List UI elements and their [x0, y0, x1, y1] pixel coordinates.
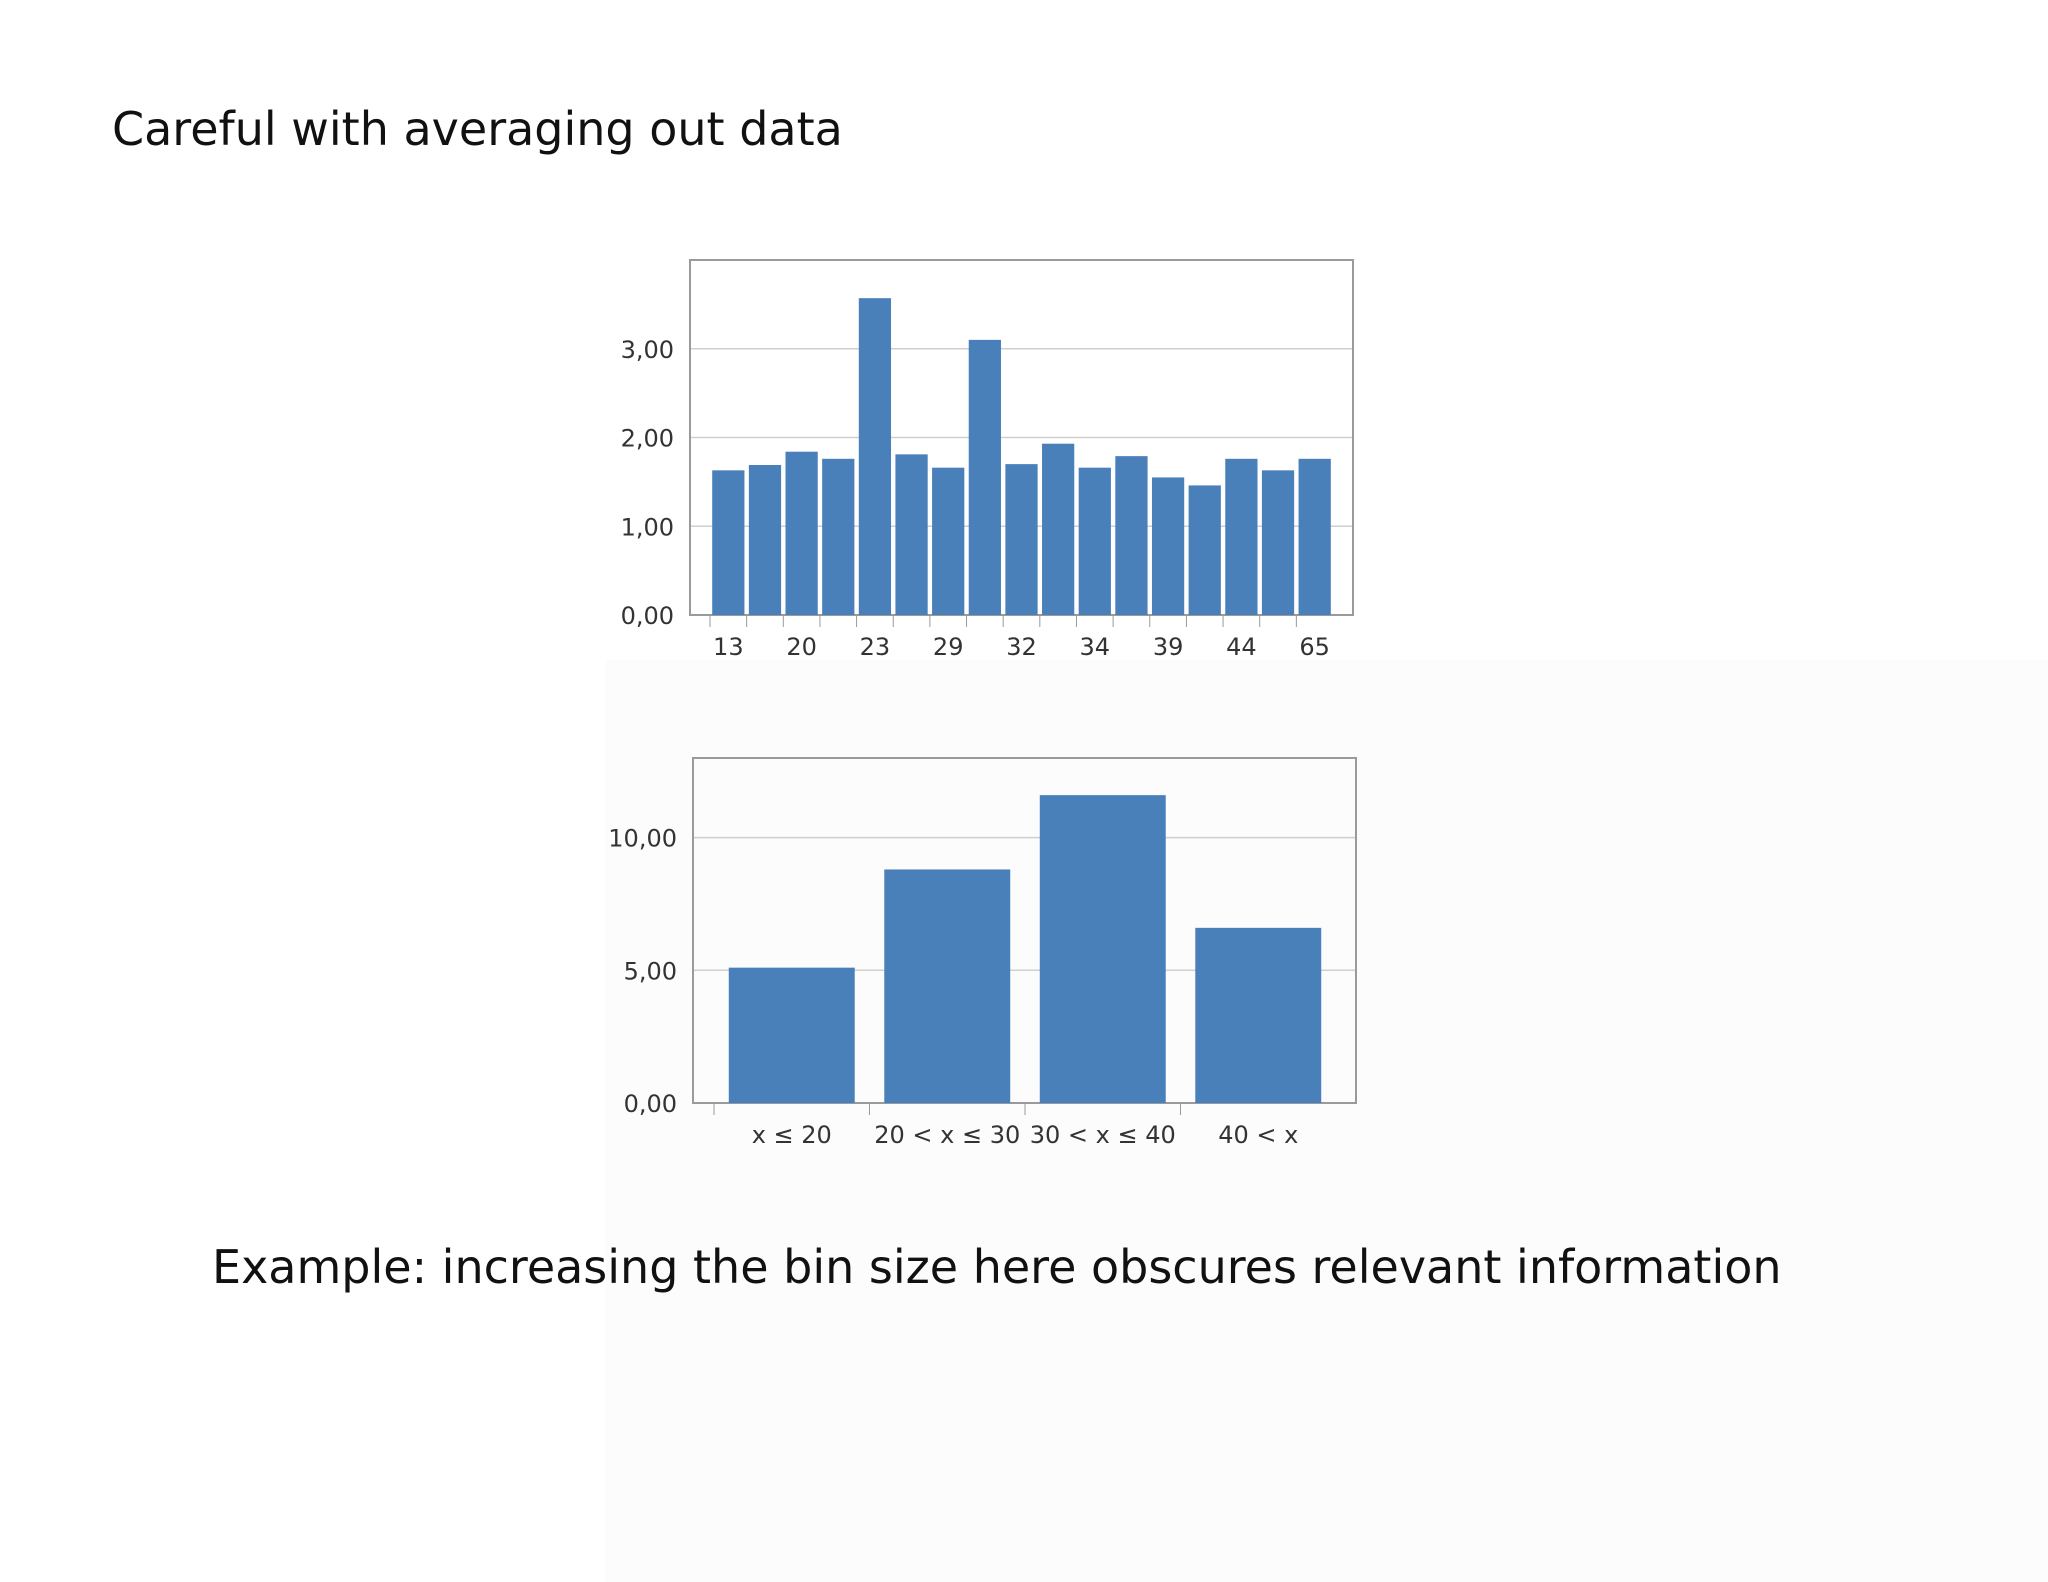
- bar: [1115, 456, 1148, 615]
- bar: [1298, 458, 1331, 615]
- x-tick-label: 32: [1006, 633, 1037, 661]
- bar: [822, 458, 855, 615]
- bar: [1151, 477, 1185, 615]
- bar: [728, 967, 855, 1103]
- y-tick-label: 1,00: [621, 513, 674, 541]
- x-tick-label: 13: [713, 633, 744, 661]
- bar: [932, 467, 965, 615]
- bar: [748, 465, 782, 615]
- x-tick-label: 39: [1153, 633, 1184, 661]
- x-tick-label: x ≤ 20: [752, 1121, 832, 1149]
- slide-background: [606, 660, 2048, 1582]
- bar: [884, 869, 1011, 1103]
- bar: [968, 339, 1001, 615]
- y-tick-label: 0,00: [621, 602, 674, 630]
- x-tick-label: 40 < x: [1218, 1121, 1298, 1149]
- x-tick-label: 34: [1080, 633, 1111, 661]
- slide-caption: Example: increasing the bin size here ob…: [212, 1240, 1782, 1294]
- bar-chart-fine-bins: 0,00 1,00 2,00 3,00 13 20 23 29 32 34 39 44 65: [621, 259, 1354, 661]
- bar: [785, 451, 818, 615]
- bar: [1042, 443, 1075, 615]
- x-tick-label: 20 < x ≤ 30: [874, 1121, 1020, 1149]
- x-tick-label: 20: [786, 633, 817, 661]
- bar: [1225, 458, 1258, 615]
- slide-title: Careful with averaging out data: [112, 102, 843, 156]
- bar: [712, 470, 745, 615]
- bar: [1039, 795, 1166, 1103]
- bar: [1195, 927, 1322, 1103]
- bar-chart-coarse-bins: 0,00 5,00 10,00 x ≤ 20 20 < x ≤ 30 30 < x ≤ 4…: [608, 757, 1357, 1149]
- x-tick-label: 29: [933, 633, 964, 661]
- bar: [1005, 464, 1038, 615]
- y-tick-label: 10,00: [608, 825, 677, 853]
- bar: [895, 454, 928, 615]
- x-tick-label: 44: [1226, 633, 1257, 661]
- x-tick-label: 23: [860, 633, 891, 661]
- bar: [858, 298, 892, 615]
- x-tick-label: 65: [1299, 633, 1330, 661]
- y-tick-label: 2,00: [621, 425, 674, 453]
- y-tick-label: 3,00: [621, 336, 674, 364]
- bar: [1078, 467, 1111, 615]
- y-tick-label: 0,00: [624, 1090, 677, 1118]
- bar: [1261, 470, 1295, 615]
- y-tick-label: 5,00: [624, 957, 677, 985]
- x-tick-label: 30 < x ≤ 40: [1030, 1121, 1176, 1149]
- bar: [1188, 485, 1221, 615]
